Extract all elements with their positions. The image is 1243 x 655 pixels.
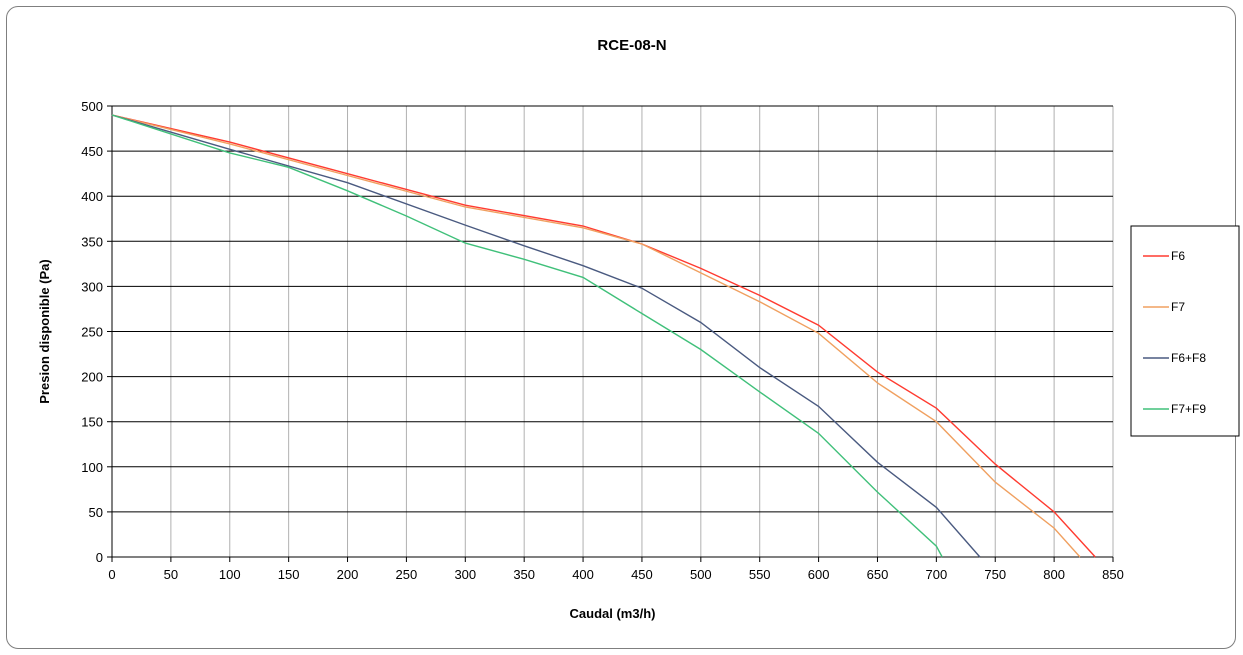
- series-line-f6-f8: [111, 114, 981, 558]
- y-tick-label: 0: [96, 550, 103, 565]
- y-tick-label: 150: [81, 415, 103, 430]
- x-tick-label: 650: [867, 567, 889, 582]
- y-tick-label: 200: [81, 370, 103, 385]
- y-tick-label: 50: [89, 505, 103, 520]
- x-tick-label: 800: [1043, 567, 1065, 582]
- x-tick-label: 450: [631, 567, 653, 582]
- y-tick-label: 400: [81, 189, 103, 204]
- y-tick-label: 450: [81, 144, 103, 159]
- series-line-f6: [111, 114, 1096, 558]
- chart-frame: [6, 6, 1236, 649]
- series-line-f7-f9: [111, 114, 943, 558]
- x-tick-label: 100: [219, 567, 241, 582]
- x-tick-label: 850: [1102, 567, 1124, 582]
- series-line-f7: [111, 114, 1081, 558]
- x-tick-label: 400: [572, 567, 594, 582]
- x-tick-label: 300: [454, 567, 476, 582]
- y-tick-label: 300: [81, 279, 103, 294]
- x-tick-label: 150: [278, 567, 300, 582]
- legend-label: F7: [1171, 300, 1185, 314]
- legend-box: [1130, 225, 1240, 437]
- x-tick-label: 500: [690, 567, 712, 582]
- y-tick-label: 100: [81, 460, 103, 475]
- y-tick-label: 350: [81, 234, 103, 249]
- legend-label: F6: [1171, 249, 1185, 263]
- series-lines: [111, 114, 1096, 558]
- x-tick-label: 750: [984, 567, 1006, 582]
- legend-label: F7+F9: [1171, 402, 1206, 416]
- grid: [112, 105, 1114, 557]
- y-axis-title: Presion disponible (Pa): [37, 259, 52, 403]
- x-tick-label: 200: [337, 567, 359, 582]
- y-tick-label: 250: [81, 325, 103, 340]
- chart-title: RCE-08-N: [597, 37, 666, 54]
- x-tick-label: 50: [164, 567, 178, 582]
- x-tick-label: 550: [749, 567, 771, 582]
- x-tick-label: 350: [513, 567, 535, 582]
- y-axis: 0 50 100 150 200 250 300 350 400 450 500: [81, 99, 112, 565]
- legend-label: F6+F8: [1171, 351, 1206, 365]
- x-tick-label: 0: [108, 567, 115, 582]
- y-tick-label: 500: [81, 99, 103, 114]
- x-axis-title: Caudal (m3/h): [570, 606, 656, 621]
- x-axis: 0 50 100 150 200 250 300 350 400 450 500 550 600 650 7…: [108, 557, 1124, 582]
- x-tick-label: 700: [926, 567, 948, 582]
- x-tick-label: 250: [396, 567, 418, 582]
- legend: F6 F7 F6+F8 F7+F9: [1130, 225, 1240, 437]
- x-tick-label: 600: [808, 567, 830, 582]
